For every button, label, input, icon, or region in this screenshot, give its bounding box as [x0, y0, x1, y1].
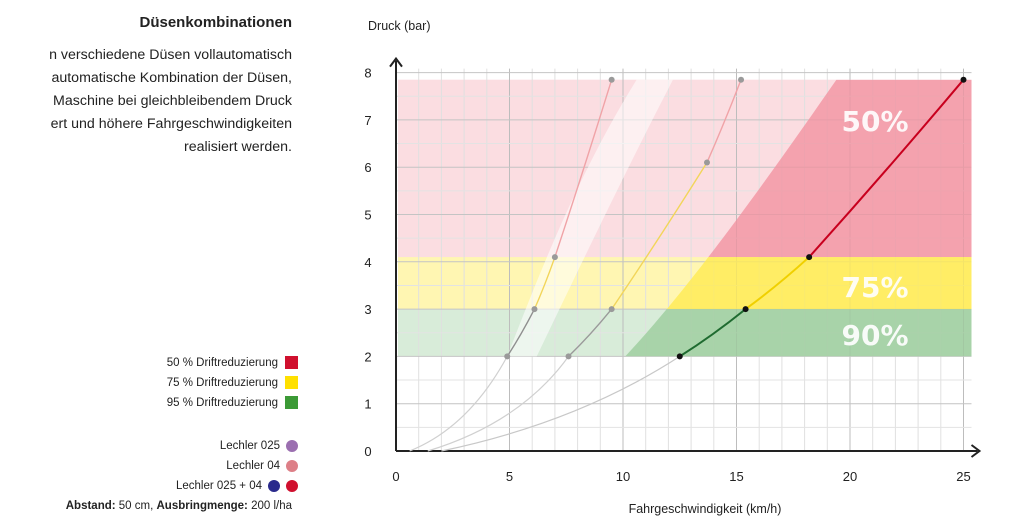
- data-point: [551, 254, 558, 261]
- y-tick-label: 8: [364, 66, 371, 81]
- legend-label: Lechler 04: [226, 460, 280, 472]
- paragraph-line: Maschine bei gleichbleibendem Druck: [53, 93, 292, 109]
- paragraph-line: automatische Kombination der Düsen,: [51, 70, 292, 86]
- data-point: [738, 76, 745, 83]
- series-segment: [568, 308, 613, 357]
- y-tick-label: 5: [364, 208, 371, 223]
- legend-label: 50 % Driftreduzierung: [166, 356, 278, 369]
- x-tick-label: 15: [729, 469, 743, 484]
- series-segment: [533, 256, 556, 310]
- legend-dot: [286, 480, 298, 492]
- description-paragraph: n verschiedene Düsen vollautomatisch aut…: [0, 44, 292, 159]
- x-axis-label: Fahrgeschwindigkeit (km/h): [629, 502, 782, 516]
- x-tick-label: 20: [843, 469, 857, 484]
- series-layer: [409, 76, 967, 452]
- data-point: [608, 306, 615, 313]
- legend-swatch: [285, 356, 298, 369]
- legend-zone-50: 50 % Driftreduzierung: [167, 356, 298, 369]
- data-point: [806, 254, 813, 261]
- x-tick-label: 5: [506, 469, 513, 484]
- x-tick-label: 25: [956, 469, 970, 484]
- legend-label: 75 % Driftreduzierung: [166, 376, 278, 389]
- series-segment: [706, 79, 742, 163]
- series-segment: [679, 308, 747, 358]
- paragraph-line: n verschiedene Düsen vollautomatisch: [49, 47, 292, 63]
- data-point: [676, 353, 683, 360]
- data-point: [960, 76, 967, 83]
- zone-label: 75%: [841, 271, 908, 304]
- y-tick-label: 6: [364, 160, 371, 175]
- section-heading: Düsenkombinationen: [139, 14, 292, 31]
- labels-layer: 0 5 10 15 20 25 0 1 2 3 4 5 6 7 8 Druck (bar) Fahrgeschw…: [364, 19, 970, 516]
- paragraph-line: ert und höhere Fahrgeschwindigkeiten: [50, 116, 292, 132]
- data-point: [608, 76, 615, 83]
- data-point: [531, 306, 538, 313]
- series-segment: [611, 162, 708, 310]
- rate-label: Ausbringmenge:: [156, 500, 248, 512]
- spacing-label: Abstand:: [65, 500, 116, 512]
- rate-value: 200 l/ha: [247, 500, 292, 512]
- data-point: [703, 159, 710, 166]
- series-segment: [506, 308, 536, 357]
- y-tick-label: 7: [364, 113, 371, 128]
- curve-base: [409, 356, 508, 452]
- x-tick-label: 0: [392, 469, 399, 484]
- footer-info: Abstand: 50 cm, Ausbringmenge: 200 l/ha: [66, 500, 292, 512]
- legend-dot: [286, 440, 298, 452]
- zone-90: [625, 309, 972, 357]
- series-segment: [808, 79, 965, 258]
- x-tick-label: 10: [616, 469, 630, 484]
- data-point: [504, 353, 511, 360]
- paragraph-line: realisiert werden.: [183, 139, 292, 155]
- band-white: [507, 79, 673, 357]
- y-tick-label: 2: [364, 349, 371, 364]
- zone-label: 90%: [841, 319, 908, 352]
- y-tick-label: 1: [364, 397, 371, 412]
- legend-swatch: [285, 376, 298, 389]
- legend-dot: [268, 480, 280, 492]
- y-tick-label: 4: [364, 255, 371, 270]
- legend-label: Lechler 025: [219, 440, 280, 452]
- axes-layer: [389, 56, 982, 458]
- y-tick-label: 3: [364, 302, 371, 317]
- legend-nozzle-combo: Lechler 025 + 04: [176, 480, 298, 492]
- legend-label: 95 % Driftreduzierung: [166, 396, 278, 409]
- legend-dot: [286, 460, 298, 472]
- y-axis-label: Druck (bar): [368, 19, 431, 33]
- curve-base: [441, 355, 681, 452]
- data-point: [565, 353, 572, 360]
- y-axis-arrow: [389, 56, 403, 68]
- legend-swatch: [285, 396, 298, 409]
- description-panel: Düsenkombinationen n verschiedene Düsen …: [0, 0, 300, 520]
- y-tick-label: 0: [364, 444, 371, 459]
- legend-nozzle-025: Lechler 025: [220, 440, 298, 452]
- legend-zone-75: 75 % Driftreduzierung: [167, 376, 298, 389]
- zone-label: 50%: [841, 105, 908, 138]
- data-point: [742, 306, 749, 313]
- curve-base: [427, 356, 570, 452]
- spacing-value: 50 cm,: [115, 500, 157, 512]
- series-segment: [744, 256, 810, 310]
- legend-label: Lechler 025 + 04: [176, 480, 262, 492]
- series-segment: [554, 79, 613, 258]
- legend-nozzle-04: Lechler 04: [226, 460, 298, 472]
- legend-zone-95: 95 % Driftreduzierung: [167, 396, 298, 409]
- x-axis-arrow: [970, 444, 982, 458]
